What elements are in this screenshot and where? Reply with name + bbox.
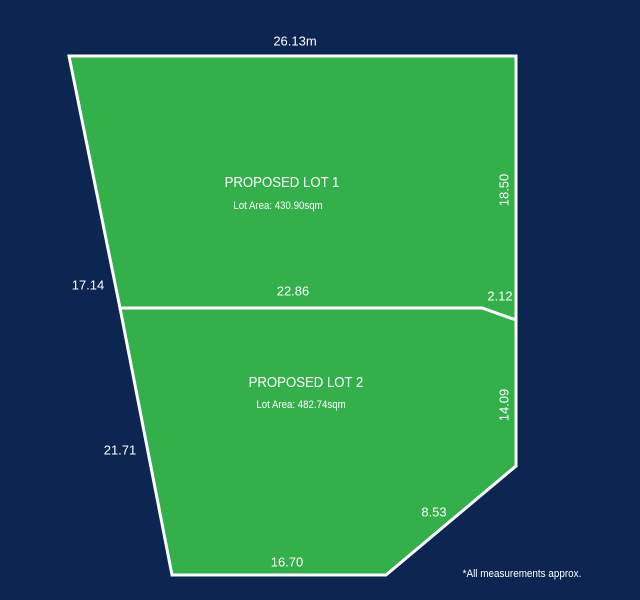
measurement: 18.50 <box>496 174 511 207</box>
footnote: *All measurements approx. <box>463 568 582 580</box>
measurement: 26.13m <box>273 33 316 48</box>
lot-2-shape <box>118 306 518 577</box>
measurement: 8.53 <box>421 504 446 519</box>
lot-area: Lot Area: 430.90sqm <box>233 200 322 212</box>
lot-title: PROPOSED LOT 2 <box>249 373 364 390</box>
measurement: 17.14 <box>72 277 105 292</box>
measurement: 14.09 <box>496 389 511 422</box>
lot-area: Lot Area: 482.74sqm <box>256 399 345 411</box>
measurement: 16.70 <box>271 554 304 569</box>
measurement: 21.71 <box>104 442 137 457</box>
lot-title: PROPOSED LOT 1 <box>225 173 340 190</box>
measurement: 22.86 <box>277 283 310 298</box>
measurement: 2.12 <box>487 288 512 303</box>
